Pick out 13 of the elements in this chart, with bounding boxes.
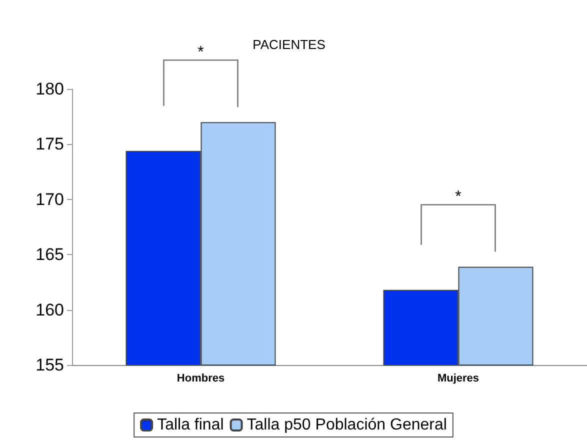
text: *: [198, 44, 204, 62]
legend-label: Talla p50 Población General: [246, 416, 447, 434]
y-tick-label: 175: [36, 134, 64, 154]
y-tick-label: 155: [36, 356, 64, 374]
y-tick-label: 180: [36, 80, 64, 98]
y-tick-label: 170: [36, 190, 64, 209]
x-tick-label: Hombres: [176, 372, 225, 384]
legend-label: Talla final: [157, 416, 224, 434]
y-tick-label: 165: [36, 245, 64, 264]
chart-title: PACIENTES: [252, 37, 326, 52]
annotation: *: [455, 188, 462, 206]
x-tick-label: Mujeres: [437, 372, 480, 384]
y-tick-label: 160: [36, 300, 64, 320]
